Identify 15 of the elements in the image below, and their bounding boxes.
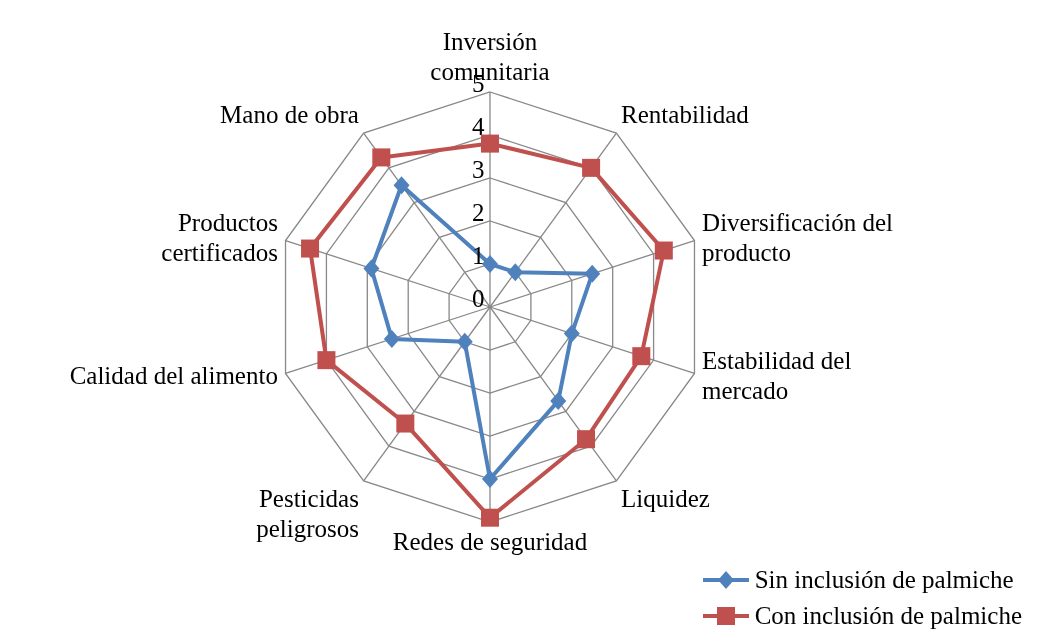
y-tick-label: 0 <box>472 285 485 312</box>
spoke-label: Calidad del alimento <box>69 361 278 389</box>
spoke-label: Rentabilidad <box>621 100 750 128</box>
spoke-label: Productos certificados <box>161 209 278 267</box>
y-tick-label: 3 <box>472 156 485 183</box>
y-tick-label: 4 <box>472 113 485 140</box>
spoke-label: Mano de obra <box>220 100 359 128</box>
spoke-label: Liquidez <box>621 485 710 513</box>
spoke-label: Diversificación del producto <box>702 209 894 267</box>
y-tick-label: 2 <box>472 199 485 226</box>
spoke-label: Pesticidas peligrosos <box>256 485 359 543</box>
legend-label: Sin inclusión de palmiche <box>754 566 1014 594</box>
legend-label: Con inclusión de palmiche <box>754 602 1022 630</box>
spoke-label: Estabilidad del mercado <box>702 346 852 404</box>
spoke-label: Redes de seguridad <box>392 528 588 555</box>
